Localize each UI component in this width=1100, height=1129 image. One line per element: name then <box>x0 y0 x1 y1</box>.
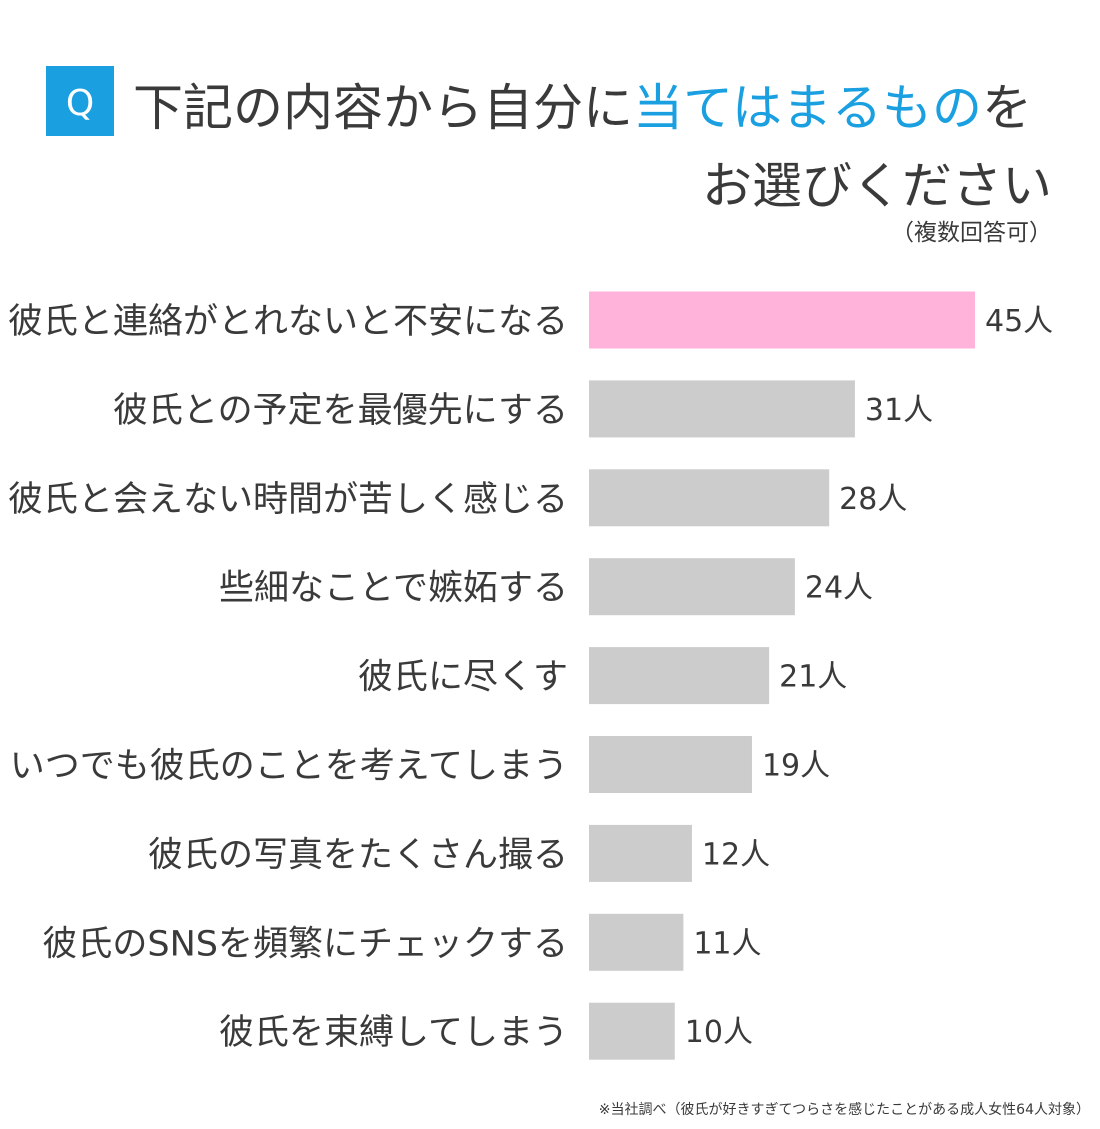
bar <box>589 469 830 527</box>
value-label: 11人 <box>693 926 761 961</box>
category-label: 些細なことで嫉妬する <box>219 569 568 609</box>
value-label: 28人 <box>839 482 907 517</box>
category-label: 彼氏に尽くす <box>358 658 568 698</box>
bar <box>589 380 855 438</box>
title-part: を <box>982 79 1032 137</box>
value-label: 12人 <box>702 837 770 872</box>
bar <box>589 291 975 349</box>
category-label: 彼氏と連絡がとれないと不安になる <box>8 302 568 342</box>
value-label: 24人 <box>805 571 873 606</box>
q-badge <box>46 66 114 136</box>
category-label: 彼氏の写真をたくさん撮る <box>148 835 568 875</box>
value-label: 45人 <box>985 304 1053 339</box>
value-label: 21人 <box>779 660 847 695</box>
bar <box>589 647 770 705</box>
q-badge-label: Q <box>66 83 94 124</box>
bar <box>589 824 692 882</box>
value-label: 19人 <box>762 749 830 784</box>
bar <box>589 736 752 793</box>
footnote: ※当社調べ（彼氏が好きすぎてつらさを感じたことがある成人女性64人対象） <box>599 1101 1090 1118</box>
category-label: 彼氏を束縛してしまう <box>219 1013 568 1053</box>
title-highlight: 当てはまるもの <box>633 79 982 137</box>
bar <box>589 1002 675 1060</box>
chart-subtitle: （複数回答可） <box>891 220 1052 246</box>
bar <box>589 913 684 971</box>
title-part: 下記の内容から自分に <box>133 79 633 137</box>
category-label: 彼氏のSNSを頻繁にチェックする <box>42 924 568 964</box>
chart-title: 下記の内容から自分に当てはまるものを <box>133 79 1032 137</box>
value-label: 31人 <box>865 393 933 428</box>
category-label: 彼氏と会えない時間が苦しく感じる <box>8 480 568 520</box>
value-label: 10人 <box>685 1015 753 1050</box>
bar <box>589 558 795 616</box>
category-label: いつでも彼氏のことを考えてしまう <box>10 747 568 787</box>
chart-title: お選びください <box>702 157 1052 215</box>
category-label: 彼氏との予定を最優先にする <box>113 391 568 431</box>
